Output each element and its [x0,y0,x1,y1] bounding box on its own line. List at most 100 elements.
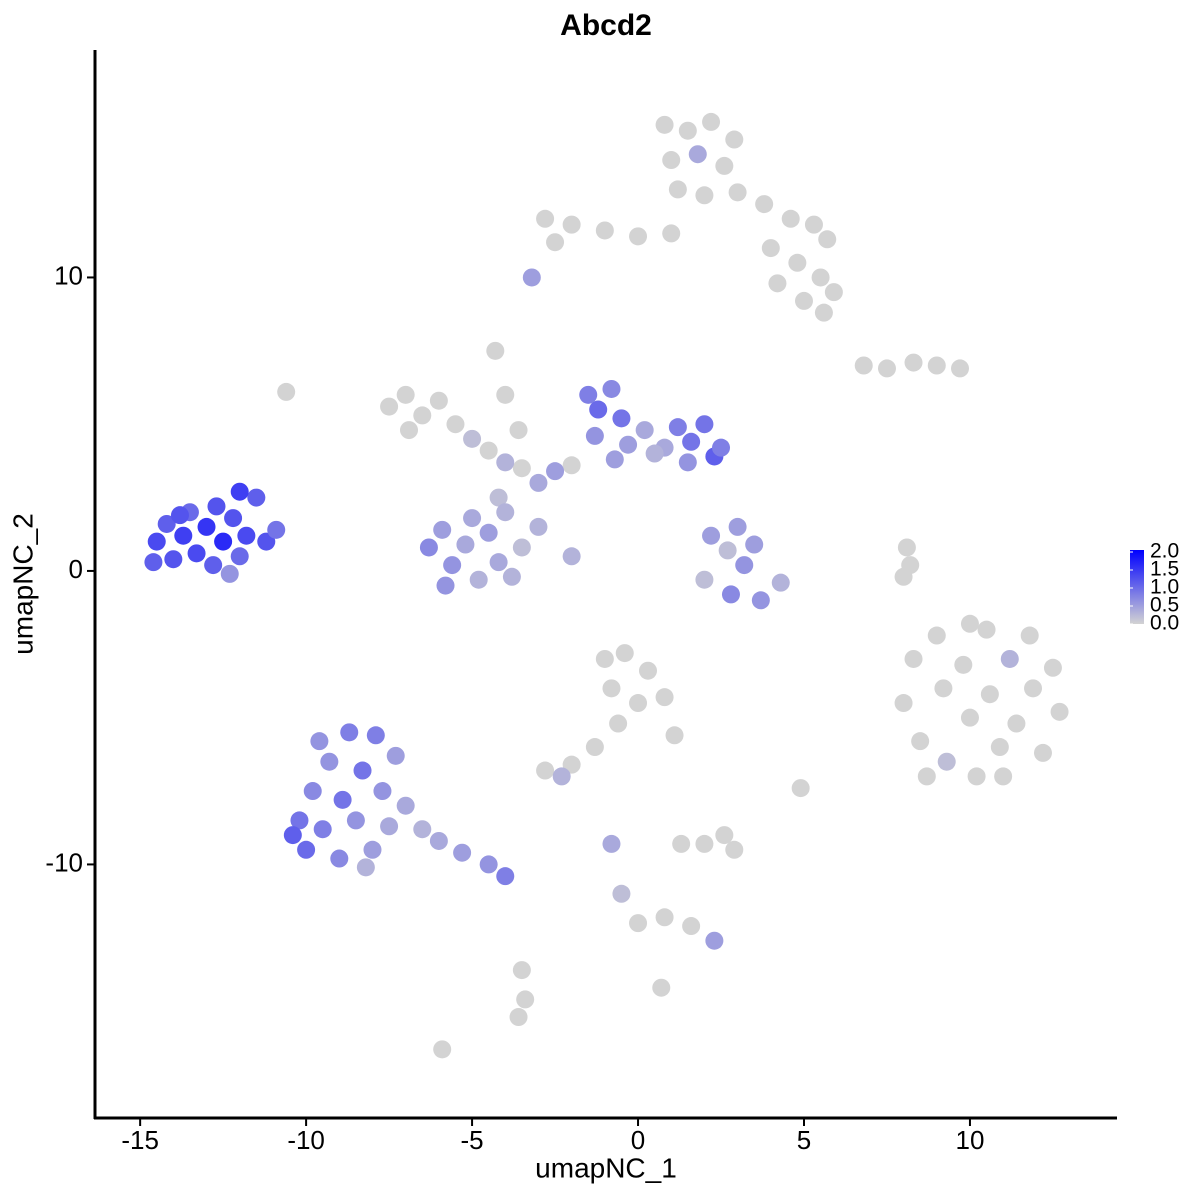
cell-point [712,438,731,457]
cell-point [456,535,475,554]
cell-point [911,732,930,751]
cell-point [602,679,621,698]
cell-point [728,183,747,202]
cell-point [333,790,352,809]
cell-point [283,826,302,845]
cell-point [446,415,465,434]
cell-point [585,738,604,757]
cell-point [645,444,664,463]
cell-point [814,303,833,322]
cell-point [512,961,531,980]
cell-point [811,268,830,287]
cell-point [655,688,674,707]
cell-point [615,644,634,663]
cell-point [682,432,701,451]
cell-point [529,517,548,536]
cell-point [668,418,687,437]
cell-point [562,547,581,566]
cell-point [496,385,515,404]
cell-point [629,914,648,933]
x-tick-label: -10 [287,1125,325,1155]
cell-point [257,532,276,551]
cell-point [237,526,256,545]
cell-point [735,556,754,575]
cell-point [715,156,734,175]
cell-point [562,456,581,475]
colorbar-label: 0.5 [1150,594,1179,617]
cell-point [818,230,837,249]
cell-point [977,620,996,639]
cell-point [479,523,498,542]
cell-point [562,215,581,234]
cell-point [310,732,329,751]
cell-point [937,752,956,771]
chart-title: Abcd2 [560,9,652,42]
cell-point [502,567,521,586]
cell-point [950,359,969,378]
x-tick-label: 10 [955,1125,984,1155]
y-tick-label: 10 [54,260,83,290]
cell-point [824,283,843,302]
cell-point [380,397,399,416]
x-tick-label: 5 [797,1125,811,1155]
cell-point [496,867,515,886]
cell-point [725,840,744,859]
cell-point [366,726,385,745]
cell-point [728,517,747,536]
cell-point [509,421,528,440]
cell-point [469,570,488,589]
cell-point [678,121,697,140]
cell-point [595,649,614,668]
cell-point [433,1040,452,1059]
cell-point [672,834,691,853]
cell-point [768,274,787,293]
cell-point [220,564,239,583]
cell-point [436,576,455,595]
colorbar-label: 1.0 [1150,576,1179,599]
cell-point [619,435,638,454]
cell-point [496,503,515,522]
y-tick-label: -10 [45,847,83,877]
cell-point [718,541,737,560]
cell-point [429,831,448,850]
cell-point [791,779,810,798]
cell-point [313,820,332,839]
cell-point [400,421,419,440]
cell-point [1000,649,1019,668]
colorbar-label: 1.5 [1150,558,1179,581]
cell-point [1007,714,1026,733]
cell-point [303,782,322,801]
cell-point [479,441,498,460]
cell-point [609,714,628,733]
cell-point [927,356,946,375]
cell-point [479,855,498,874]
cell-point [1024,679,1043,698]
points [144,112,1069,1059]
cell-point [595,221,614,240]
cell-point [761,239,780,258]
cell-point [751,591,770,610]
cell-point [579,385,598,404]
cell-point [794,291,813,310]
cell-point [990,738,1009,757]
cell-point [960,614,979,633]
x-tick-label: -15 [121,1125,159,1155]
cell-point [702,112,721,131]
cell-point [1043,658,1062,677]
cell-point [419,538,438,557]
cell-point [804,215,823,234]
cell-point [629,227,648,246]
cell-point [214,532,233,551]
cell-point [877,359,896,378]
cell-point [755,195,774,214]
cell-point [187,544,206,563]
cell-point [702,526,721,545]
cell-point [854,356,873,375]
cell-point [353,761,372,780]
cell-point [386,746,405,765]
cell-point [897,538,916,557]
cell-point [443,556,462,575]
cell-point [695,415,714,434]
cell-point [901,556,920,575]
